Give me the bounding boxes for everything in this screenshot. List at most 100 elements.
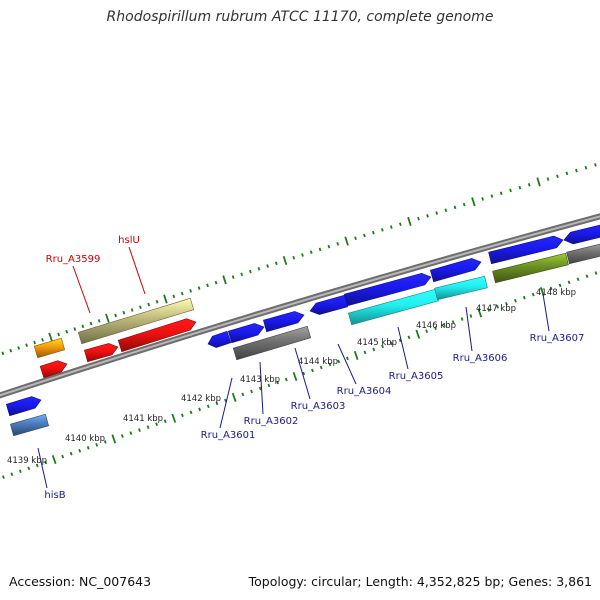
gene-label-hisb: hisB — [44, 490, 65, 501]
gene-label-hslu: hslU — [118, 235, 140, 246]
map-title: Rhodospirillum rubrum ATCC 11170, comple… — [106, 9, 494, 25]
lower-tick — [146, 425, 150, 429]
lower-tick — [302, 371, 306, 376]
upper-tick — [155, 299, 159, 304]
gene-features — [5, 224, 600, 437]
lower-tick — [522, 295, 526, 300]
upper-tick — [490, 194, 494, 198]
lower-tick — [442, 323, 446, 327]
lower-tick — [425, 329, 429, 334]
lower-tick — [138, 428, 141, 432]
topology-text: Topology: circular; Length: 4,352,825 bp… — [248, 574, 592, 589]
gene-red-small — [39, 360, 68, 379]
gene-label-rru_a3607: Rru_A3607 — [530, 333, 585, 344]
lower-tick — [353, 350, 359, 360]
lower-tick — [531, 292, 535, 297]
gene-blue-a3605 — [344, 272, 432, 307]
lower-tick — [129, 431, 133, 435]
upper-tick — [565, 171, 569, 176]
callout-line — [72, 265, 91, 314]
lower-tick — [389, 341, 393, 346]
lower-tick-row — [2, 271, 598, 479]
gene-label-rru_a3604: Rru_A3604 — [337, 386, 392, 397]
gene-khaki-hslu — [77, 297, 195, 345]
kbp-label: 4141 kbp — [123, 414, 163, 424]
upper-tick — [536, 177, 541, 187]
lower-tick — [477, 308, 483, 318]
lower-tick — [155, 422, 158, 426]
gene-blue-edge — [563, 224, 600, 245]
upper-tick — [147, 302, 151, 307]
upper-tick — [257, 267, 261, 271]
lower-tick — [35, 463, 39, 468]
lower-tick — [27, 466, 31, 471]
lower-tick — [250, 389, 253, 394]
lower-tick — [328, 362, 332, 367]
lower-tick — [469, 314, 473, 318]
lower-tick — [585, 274, 589, 278]
lower-tick — [171, 413, 177, 423]
callout-line — [542, 293, 550, 332]
upper-tick — [248, 269, 252, 274]
upper-tick — [274, 261, 278, 266]
upper-tick — [453, 205, 457, 210]
upper-tick — [344, 236, 349, 246]
callout-line — [128, 246, 146, 295]
lower-tick — [434, 326, 437, 330]
upper-tick — [282, 255, 288, 266]
upper-tick — [222, 275, 227, 285]
upper-tick — [527, 182, 531, 187]
kbp-label: 4144 kbp — [298, 357, 338, 367]
upper-tick — [266, 264, 269, 268]
lower-tick — [514, 298, 517, 303]
lower-tick — [267, 383, 271, 388]
upper-tick — [546, 177, 550, 181]
upper-tick — [48, 332, 53, 342]
genome-backbone — [0, 213, 600, 399]
lower-tick — [311, 368, 314, 373]
upper-tick — [556, 174, 559, 179]
gene-label-rru_a3601: Rru_A3601 — [201, 430, 256, 441]
callout-line — [37, 447, 48, 489]
upper-tick — [122, 310, 126, 315]
upper-tick — [65, 329, 69, 334]
lower-tick — [415, 329, 421, 339]
lower-tick — [487, 308, 491, 312]
gene-orange — [33, 337, 66, 359]
callout-line — [465, 306, 473, 352]
upper-tick — [462, 202, 466, 207]
upper-tick — [417, 216, 420, 221]
lower-tick — [576, 277, 580, 282]
lower-tick — [44, 460, 48, 465]
lower-tick — [231, 392, 237, 402]
lower-tick — [398, 338, 402, 343]
upper-tick — [180, 291, 184, 296]
kbp-label: 4147 kbp — [476, 304, 516, 314]
gene-red-hslu — [117, 318, 197, 353]
lower-tick — [407, 335, 411, 340]
lower-tick — [189, 410, 193, 415]
lower-tick — [181, 413, 184, 418]
upper-tick — [189, 289, 192, 293]
upper-tick — [231, 275, 235, 279]
upper-tick — [518, 185, 522, 190]
gene-cyan-a3605 — [348, 288, 439, 326]
lower-tick — [10, 472, 14, 476]
gene-blue-a3605b — [430, 258, 482, 283]
upper-tick — [172, 294, 176, 299]
kbp-labels: 4139 kbp 4140 kbp 4141 kbp 4142 kbp 4143 kbp… — [7, 288, 576, 466]
lower-tick — [558, 283, 562, 288]
lower-tick — [337, 359, 341, 364]
upper-tick — [81, 324, 85, 329]
upper-tick — [444, 208, 448, 213]
upper-tick — [9, 348, 13, 353]
upper-tick — [318, 247, 322, 252]
lower-tick — [111, 434, 117, 444]
upper-tick — [240, 272, 244, 277]
lower-tick — [258, 386, 262, 391]
lower-tick — [206, 404, 210, 409]
upper-tick — [363, 233, 366, 238]
lower-tick — [198, 407, 202, 412]
upper-tick — [105, 313, 110, 323]
